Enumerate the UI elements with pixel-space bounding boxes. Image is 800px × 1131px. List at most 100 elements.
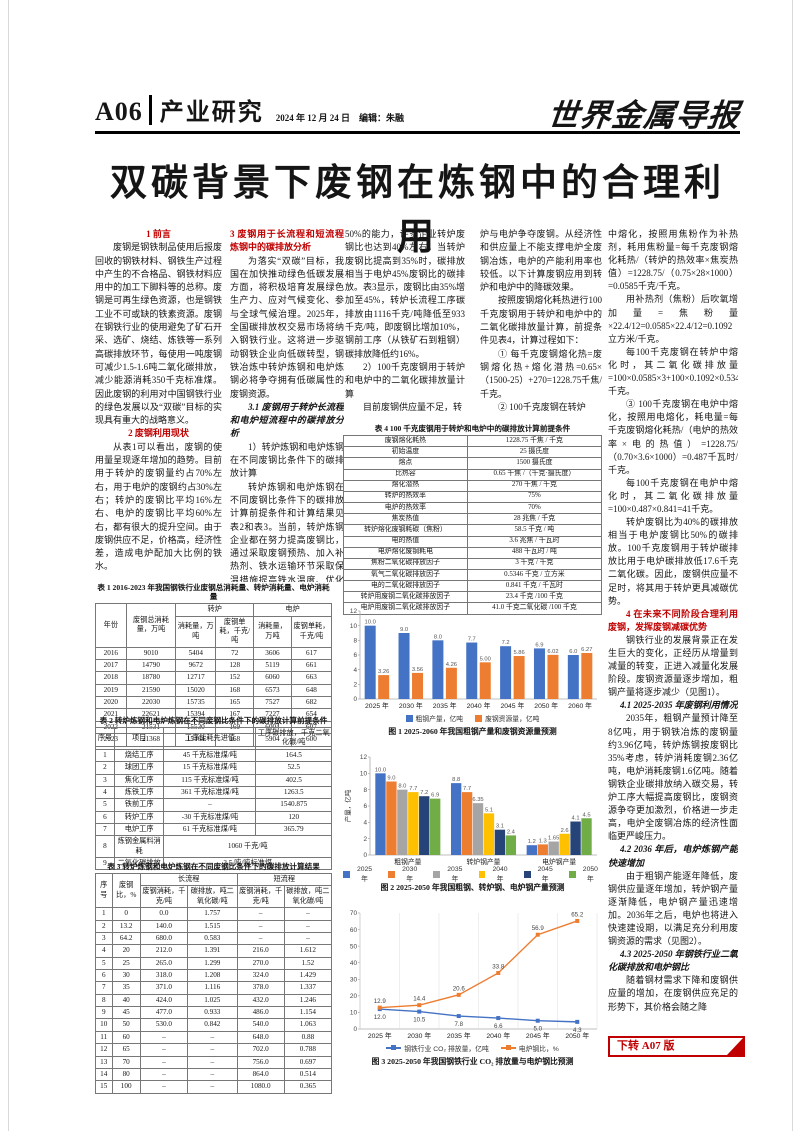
data-point-marker <box>417 1009 422 1014</box>
table-cell: 35 <box>111 981 141 995</box>
table-cell: 9 <box>95 1006 113 1020</box>
bar-value-label: 2.6 <box>561 828 569 834</box>
table-row: 8 40 424.0 1.025 432.0 1.246 <box>95 993 333 1008</box>
y-tick-label: 60 <box>350 927 358 934</box>
table-cell: 熔化潜热 <box>343 479 468 492</box>
bar-value-label: 4.26 <box>446 662 457 668</box>
bar <box>378 675 390 699</box>
table-cell: 1080.0 <box>236 1080 285 1094</box>
table-header-cell: 废钢总消耗量，万吨 <box>125 603 177 648</box>
table-cell: 115 千克标准煤/吨 <box>163 773 257 787</box>
table-cell: 7 <box>95 822 115 837</box>
section-3-1-heading: 3.1 废钢用于转炉长流程和电炉短流程中的碳排放分析 <box>230 401 344 439</box>
table-cell: 4 <box>95 785 115 800</box>
x-tick-label: 转炉钢产量 <box>467 857 501 866</box>
y-tick-label: 0 <box>353 1026 357 1033</box>
table-cell: 烧结工序 <box>113 748 165 763</box>
table-cell: 1.337 <box>283 981 333 995</box>
table-cell: 486.0 <box>236 1006 285 1020</box>
data-point-marker <box>496 970 501 975</box>
y-tick-label: 4 <box>353 667 357 674</box>
table-cell: 熔点 <box>343 457 468 470</box>
table-header-cell: 电炉 <box>253 603 332 617</box>
legend-item: 电炉钢比，% <box>500 1043 559 1053</box>
table-cell: 10 <box>95 1018 113 1032</box>
bar-value-label: 7.2 <box>420 790 428 796</box>
bar-value-label: 6.27 <box>581 647 592 653</box>
table-header-row: 序号 废钢比，% 长流程 短流程 <box>95 873 333 909</box>
table-header-cell: 工序碳排放，千克二氧化碳/吨 <box>255 727 332 750</box>
table-cell: – <box>283 907 333 921</box>
table-cell: 488 千瓦时 / 吨 <box>466 546 603 559</box>
bar <box>472 803 484 855</box>
table-cell: 1.757 <box>187 907 238 921</box>
table-cell: 5 <box>95 956 113 970</box>
table-cell: 初始温度 <box>343 446 468 459</box>
legend-marker-icon <box>505 1045 511 1051</box>
figure-3-caption: 图 3 2025-2050 年我国钢铁行业 CO₂ 排放量与电炉钢比预测 <box>371 1057 574 1066</box>
table-cell: 216.0 <box>236 944 285 958</box>
paragraph: 每100千克废钢在转炉中熔化时，其二氧化碳排放量=100×0.0585×3+10… <box>608 346 738 397</box>
table-cell: 212.0 <box>139 944 189 958</box>
table-cell: 8 <box>95 993 113 1008</box>
y-tick-label: 70 <box>350 910 358 917</box>
table-cell: 电的热值 <box>343 535 468 548</box>
table-cell: 15735 <box>175 696 217 710</box>
bar <box>432 640 444 699</box>
table-cell: 铁前工序 <box>113 798 165 812</box>
table-header-cell: 废钢消耗，千克/吨 <box>236 885 285 909</box>
bar <box>570 821 581 855</box>
legend-item: 2030 年 <box>388 866 421 883</box>
figure-2-caption: 图 2 2025-2050 年我国粗钢、转炉钢、电炉钢产量预测 <box>380 883 565 892</box>
y-tick-label: 30 <box>350 976 358 983</box>
legend-swatch-icon <box>386 1045 402 1051</box>
table-cell: 比热容 <box>343 468 468 481</box>
table-header-cell: 序号 <box>95 727 115 750</box>
table-2-block: 表 2 转炉炼钢和电炉炼钢在不同废钢比条件下的碳排放计算前提条件 序号 项目 工序能… <box>95 716 332 871</box>
scan-edge-right <box>792 0 793 1131</box>
table-cell: 0.697 <box>283 1055 333 1069</box>
y-tick-label: 12 <box>360 754 368 761</box>
x-tick-label: 电炉钢产量 <box>542 857 576 866</box>
table-cell: 转炉熔化废钢耗碳（焦粉） <box>343 524 468 537</box>
bar-value-label: 10.0 <box>375 767 386 773</box>
table-cell: 617 <box>290 646 333 661</box>
bar <box>364 625 376 699</box>
header-divider <box>148 95 152 125</box>
bar-value-label: 6.35 <box>472 797 483 803</box>
table-row: 12 65– –702.0 0.788 <box>95 1043 333 1057</box>
paragraph: 钢铁行业的发展背景正在发生巨大的变化，正经历从增量到减量的转变，正进入减量化发展… <box>608 634 738 698</box>
paragraph: 随着钢材需求下降和废钢供应量的增加，在废钢供应充足的形势下，其价格会随之降 <box>608 975 738 1012</box>
section-3-heading: 3 废钢用于长流程和短流程炼钢中的碳排放分析 <box>230 229 344 253</box>
table-cell: 电炉用废钢二氧化碳排放因子 <box>343 602 468 615</box>
text-column-2: 3 废钢用于长流程和短流程炼钢中的碳排放分析 为落实“双碳”目标，我国在加快推动… <box>230 228 344 582</box>
legend-item: 粗钢产量，亿吨 <box>405 713 464 723</box>
bar <box>581 653 593 699</box>
bar <box>513 656 525 699</box>
paragraph: 炉与电炉争夺废钢。从经济性和供应量上不能支撑电炉全废钢冶炼，电炉的产能利用率也较… <box>480 229 602 293</box>
bar-value-label: 9.0 <box>400 627 408 633</box>
table-cell: 540.0 <box>236 1018 285 1032</box>
table-cell: 52.5 <box>255 761 332 775</box>
table-row: 电的二氧化碳排放因子 0.841 千克 / 千瓦时 <box>343 580 603 593</box>
paragraph: 转炉炼钢和电炉炼钢在不同废钢比条件下的碳排放计算前提条件和计算结果见表2和表3。… <box>230 481 344 582</box>
table-cell: – <box>236 919 285 933</box>
table-cell: – <box>236 907 285 921</box>
table-cell: 0.583 <box>187 931 238 946</box>
table-cell: 1 <box>95 907 113 921</box>
page-header: A06 产业研究 2024 年 12 月 24 日 编辑：朱融 <box>95 92 404 127</box>
text-column-3: 50%的能力，许多企业转炉废钢比也达到40%左右。当转炉废钢比提高到35%时，碳… <box>345 228 465 420</box>
figure-1: 0 2 4 6 8 10 12 10.0 9.0 8.0 7.7 7.2 6.9 6.0 3.26 3.56 4… <box>343 602 602 737</box>
bar <box>397 789 408 855</box>
data-point-marker <box>417 1003 422 1008</box>
table-cell: 402.5 <box>255 773 332 787</box>
bar <box>479 662 491 699</box>
paragraph: 50%的能力，许多企业转炉废钢比也达到40%左右。当转炉废钢比提高到35%时，碳… <box>345 229 465 359</box>
legend-label: 粗钢产量，亿吨 <box>415 716 464 723</box>
continued-on-box[interactable]: 下转 A07 版 <box>608 1036 745 1057</box>
table-cell: 0.933 <box>187 1006 238 1020</box>
table-cell: 45 千克标准煤/吨 <box>163 748 257 763</box>
table-cell: 1.515 <box>187 919 238 933</box>
table-cell: 0.788 <box>283 1043 333 1057</box>
table-cell: 12 <box>95 1043 113 1057</box>
